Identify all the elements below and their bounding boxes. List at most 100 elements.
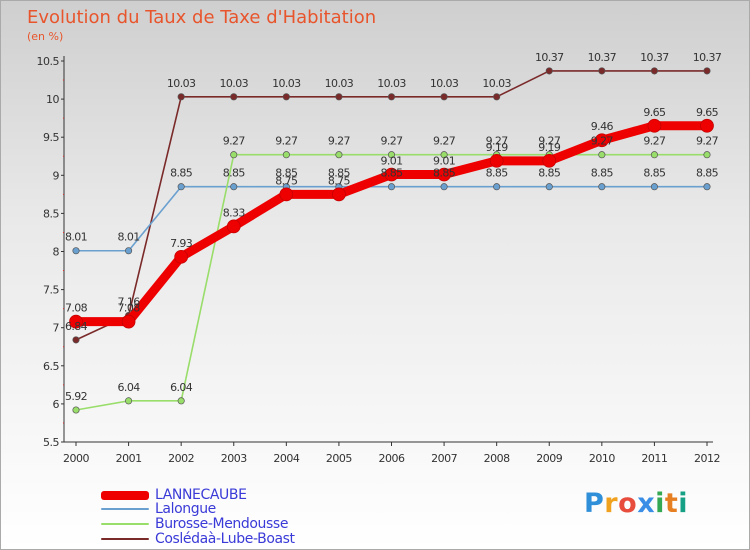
data-point xyxy=(700,118,714,133)
data-label: 8.85 xyxy=(643,167,666,180)
x-tick-label: 2012 xyxy=(694,452,720,465)
data-label: 6.04 xyxy=(118,381,141,394)
data-label: 10.03 xyxy=(220,77,249,90)
data-point xyxy=(650,67,658,75)
data-label: 9.27 xyxy=(275,135,298,148)
data-point xyxy=(125,247,133,255)
data-point xyxy=(72,336,80,344)
logo-letter: o xyxy=(618,488,638,519)
data-label: 10.03 xyxy=(167,77,196,90)
data-label: 10.03 xyxy=(325,77,354,90)
data-label: 9.27 xyxy=(538,135,561,148)
logo-letter: i xyxy=(655,488,665,519)
y-tick-label: 9.5 xyxy=(43,131,59,144)
data-point xyxy=(282,151,290,159)
data-label: 5.92 xyxy=(65,390,87,403)
y-tick-label: 8 xyxy=(53,246,60,259)
data-point xyxy=(440,93,448,101)
series-line xyxy=(75,70,708,341)
data-point xyxy=(545,67,553,75)
legend-label: LANNECAUBE xyxy=(155,487,247,503)
data-point xyxy=(647,118,662,133)
data-point xyxy=(387,183,396,191)
x-tick-label: 2003 xyxy=(221,452,247,465)
data-label: 8.85 xyxy=(538,167,561,180)
data-point xyxy=(332,187,346,202)
legend-label: Coslédaà-Lube-Boast xyxy=(155,531,295,547)
y-tick-label: 8.5 xyxy=(43,207,59,220)
data-label: 8.85 xyxy=(275,167,298,180)
legend-swatch xyxy=(101,490,149,500)
x-tick-label: 2000 xyxy=(63,452,89,465)
data-label: 9.46 xyxy=(591,120,614,133)
legend-item-lalongue[interactable]: Lalongue xyxy=(101,501,216,517)
data-label: 9.27 xyxy=(433,135,456,148)
data-label: 8.75 xyxy=(275,174,298,187)
data-label: 9.27 xyxy=(486,135,509,148)
legend-label: Burosse-Mendousse xyxy=(155,516,289,532)
data-label: 6.84 xyxy=(65,320,88,333)
data-point xyxy=(230,93,238,101)
data-label: 8.85 xyxy=(591,167,614,180)
data-point xyxy=(440,151,448,159)
data-label: 8.01 xyxy=(65,231,87,244)
chart-title: Evolution du Taux de Taxe d'Habitation xyxy=(27,7,377,28)
y-tick-label: 7 xyxy=(53,322,60,335)
data-label: 8.85 xyxy=(433,167,456,180)
data-point xyxy=(440,183,448,191)
data-point xyxy=(493,183,501,191)
data-point xyxy=(230,151,238,159)
data-point xyxy=(69,314,83,329)
data-point xyxy=(598,151,606,159)
data-label: 10.37 xyxy=(640,51,669,64)
legend-item-burosse-mendousse[interactable]: Burosse-Mendousse xyxy=(101,516,289,532)
logo-letter: P xyxy=(584,488,605,519)
data-label: 10.37 xyxy=(588,51,617,64)
data-point xyxy=(387,151,396,159)
data-point xyxy=(230,183,238,191)
data-label: 8.01 xyxy=(118,231,140,244)
data-label: 8.75 xyxy=(328,174,351,187)
x-tick-label: 2006 xyxy=(379,452,405,465)
data-label: 9.01 xyxy=(433,155,455,168)
y-tick-label: 10 xyxy=(46,93,59,106)
data-point xyxy=(493,93,501,101)
data-label: 10.03 xyxy=(272,77,301,90)
data-point xyxy=(437,167,451,182)
data-point xyxy=(598,183,606,191)
data-point xyxy=(650,183,658,191)
series-line xyxy=(75,153,708,411)
data-point xyxy=(282,93,290,101)
data-label: 8.33 xyxy=(223,206,246,219)
data-label: 9.27 xyxy=(643,135,666,148)
data-point xyxy=(177,183,185,191)
legend-item-lannecaube[interactable]: LANNECAUBE xyxy=(101,487,247,503)
data-label: 9.19 xyxy=(486,141,509,154)
data-label: 9.27 xyxy=(696,135,719,148)
data-point xyxy=(545,183,553,191)
data-point xyxy=(703,151,711,159)
data-point xyxy=(703,67,711,75)
data-label: 9.65 xyxy=(643,106,666,119)
y-axis-unit: (en %) xyxy=(27,30,64,43)
data-label: 9.01 xyxy=(380,155,402,168)
data-point xyxy=(72,247,80,255)
x-tick-label: 2007 xyxy=(431,452,457,465)
data-point xyxy=(594,133,609,148)
data-point xyxy=(226,219,241,234)
data-point xyxy=(177,93,185,101)
data-point xyxy=(121,314,136,329)
legend-item-cosledaa-lube-boast[interactable]: Coslédaà-Lube-Boast xyxy=(101,531,295,547)
data-point xyxy=(703,183,711,191)
data-label: 6.04 xyxy=(170,381,193,394)
data-label: 8.85 xyxy=(223,167,246,180)
y-tick-label: 9 xyxy=(53,169,60,182)
x-tick-label: 2010 xyxy=(589,452,615,465)
data-label: 10.03 xyxy=(430,77,459,90)
data-label: 7.08 xyxy=(118,302,141,315)
data-label: 8.85 xyxy=(486,167,509,180)
data-point xyxy=(279,187,294,202)
logo-letter: i xyxy=(678,488,689,519)
data-point xyxy=(174,249,189,264)
